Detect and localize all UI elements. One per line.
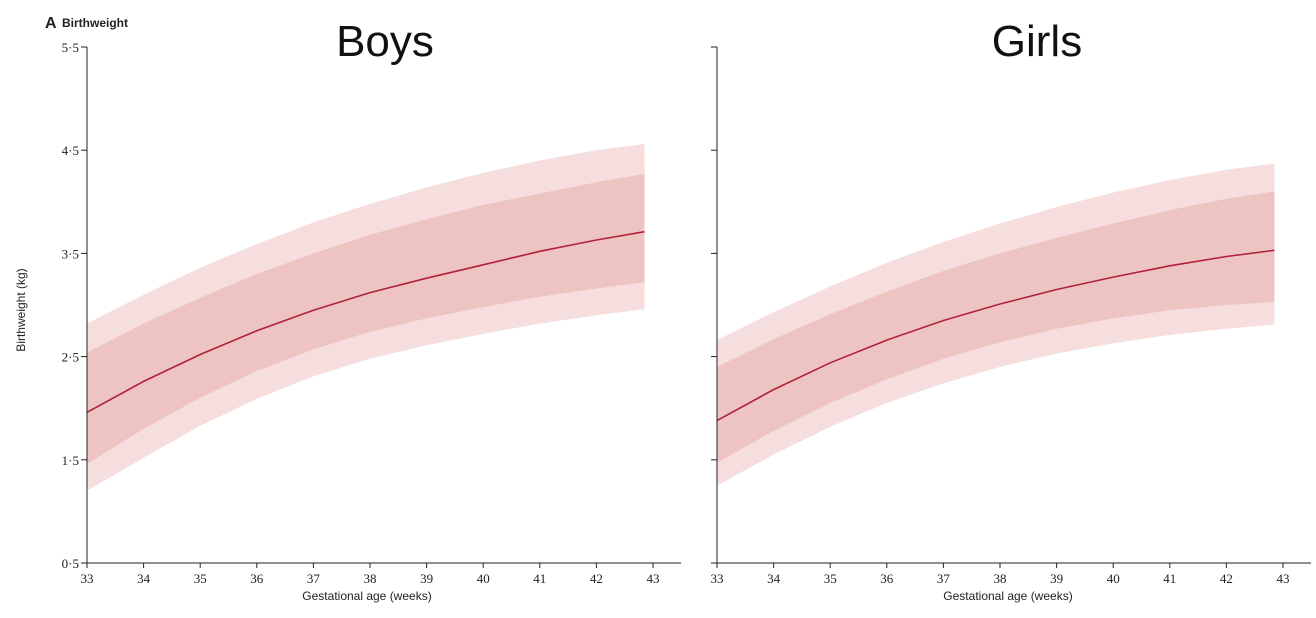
boys-y-tick-label: 3·5: [62, 246, 79, 261]
girls-x-tick-label: 41: [1163, 571, 1176, 586]
girls-x-tick-label: 40: [1107, 571, 1120, 586]
girls-x-tick-label: 37: [937, 571, 951, 586]
boys-x-tick-label: 34: [137, 571, 151, 586]
boys-y-tick-label: 2·5: [62, 350, 79, 365]
girls-x-tick-label: 38: [994, 571, 1007, 586]
girls-x-tick-label: 36: [880, 571, 894, 586]
girls-x-tick-label: 43: [1277, 571, 1290, 586]
girls-x-tick-label: 39: [1050, 571, 1063, 586]
girls-panel-title: Girls: [992, 17, 1082, 66]
boys-y-tick-label: 4·5: [62, 143, 79, 158]
boys-panel: 0·5 1·5 2·5 3·5 4·5 5·5 33 34 35 36 37 38 39 40 41 42 43…: [62, 17, 681, 603]
boys-inner-band: [87, 173, 645, 464]
panel-caption: Birthweight: [62, 16, 128, 30]
boys-x-tick-label: 33: [81, 571, 94, 586]
girls-x-tick-label: 42: [1220, 571, 1233, 586]
boys-x-tick-label: 37: [307, 571, 321, 586]
boys-x-tick-label: 39: [420, 571, 433, 586]
boys-x-tick-label: 41: [533, 571, 546, 586]
boys-y-tick-label: 0·5: [62, 556, 79, 571]
girls-inner-band: [717, 191, 1275, 463]
girls-x-axis-title: Gestational age (weeks): [943, 589, 1072, 603]
girls-x-tick-label: 35: [824, 571, 837, 586]
boys-panel-title: Boys: [336, 17, 434, 66]
girls-x-tick-label: 33: [711, 571, 724, 586]
boys-x-tick-label: 36: [250, 571, 264, 586]
boys-x-tick-label: 38: [364, 571, 377, 586]
girls-median-line: [716, 249, 1275, 422]
boys-x-tick-label: 35: [194, 571, 207, 586]
boys-x-tick-label: 42: [590, 571, 603, 586]
girls-panel: 33 34 35 36 37 38 39 40 41 42 43 Gestational age (w…: [711, 17, 1311, 603]
boys-x-tick-label: 43: [647, 571, 660, 586]
boys-y-tick-label: 1·5: [62, 453, 79, 468]
boys-y-tick-label: 5·5: [62, 40, 79, 55]
girls-x-tick-label: 34: [767, 571, 781, 586]
boys-median-line: [86, 230, 645, 414]
boys-x-tick-label: 40: [477, 571, 490, 586]
boys-x-axis-title: Gestational age (weeks): [302, 589, 431, 603]
y-axis-title: Birthweight (kg): [14, 268, 28, 351]
panel-letter: A: [45, 15, 57, 32]
